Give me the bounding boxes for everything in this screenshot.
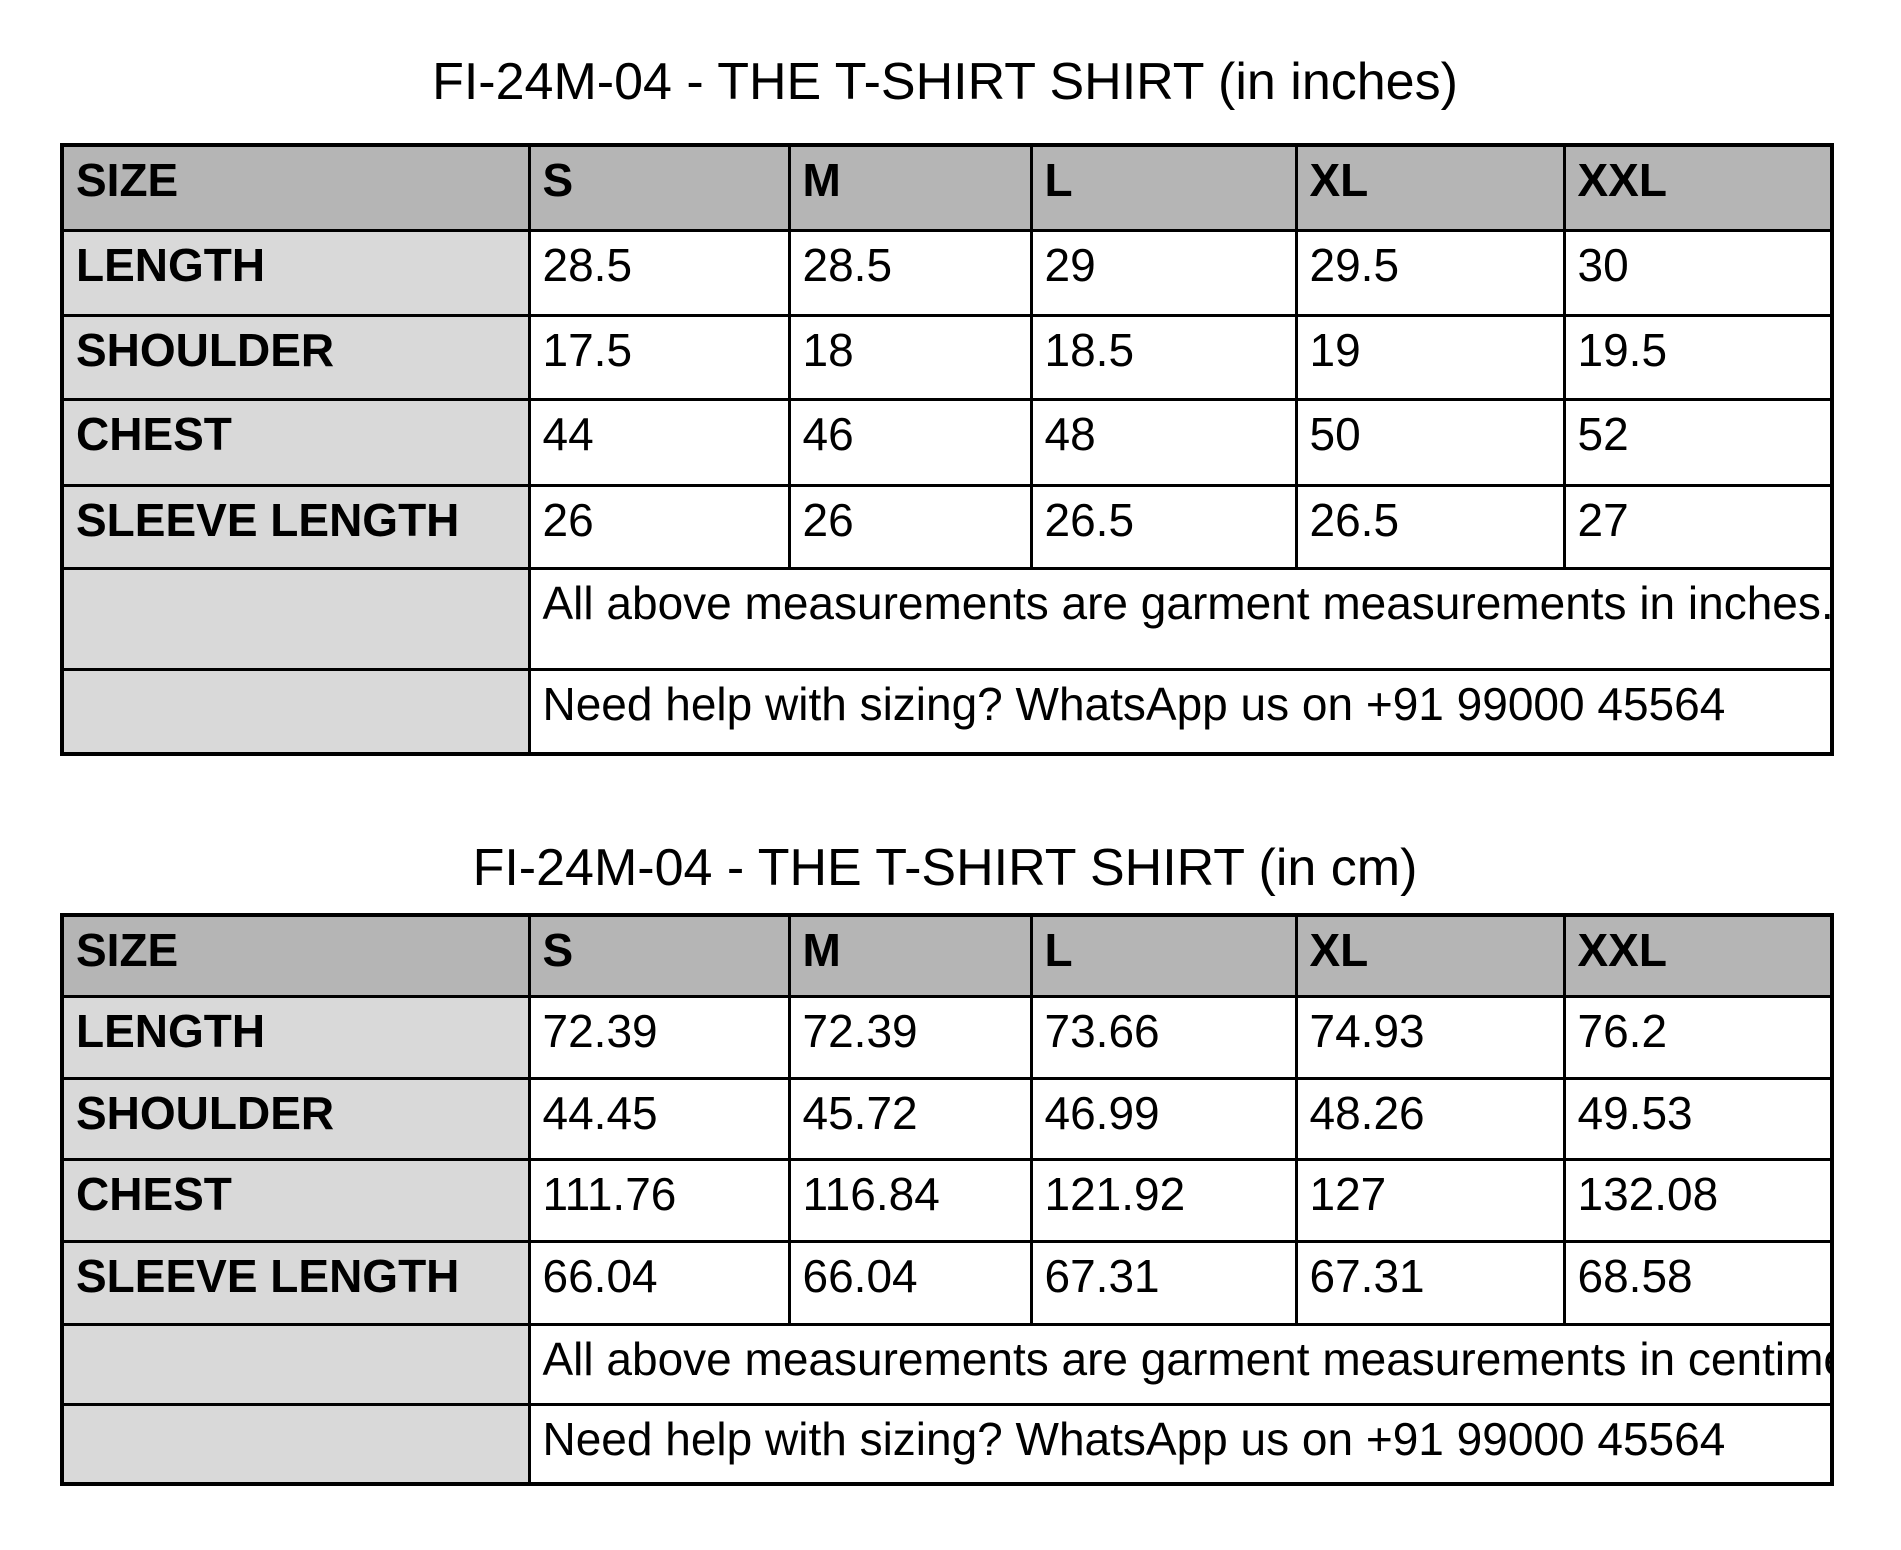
note-row-units: All above measurements are garment measu…	[60, 1322, 1834, 1406]
size-value: 28.5	[527, 228, 791, 317]
column-header-xl: XL	[1294, 143, 1566, 232]
size-value: 44	[527, 397, 791, 487]
size-value: 26.5	[1294, 483, 1566, 570]
table-title-cm: FI-24M-04 - THE T-SHIRT SHIRT (in cm)	[472, 839, 1418, 897]
column-header-size: SIZE	[60, 143, 531, 232]
size-value: 67.31	[1294, 1239, 1566, 1326]
size-value: 17.5	[527, 313, 791, 401]
table-row-length: LENGTH 72.39 72.39 73.66 74.93 76.2	[60, 994, 1834, 1080]
size-value: 74.93	[1294, 994, 1566, 1080]
note-row-units: All above measurements are garment measu…	[60, 566, 1834, 671]
column-header-xxl: XXL	[1562, 143, 1834, 232]
size-value: 116.84	[787, 1157, 1033, 1243]
sizing-help-note: Need help with sizing? WhatsApp us on +9…	[527, 1402, 1834, 1486]
header-row: SIZE S M L XL XXL	[60, 913, 1834, 998]
size-value: 73.66	[1029, 994, 1298, 1080]
header-row: SIZE S M L XL XXL	[60, 143, 1834, 232]
size-value: 46.99	[1029, 1076, 1298, 1161]
note-label-cell	[60, 566, 531, 671]
size-value: 18	[787, 313, 1033, 401]
size-value: 72.39	[527, 994, 791, 1080]
size-value: 26	[787, 483, 1033, 570]
size-table-cm: SIZE S M L XL XXL LENGTH 72.39 72.39 73.…	[60, 913, 1834, 1486]
size-value: 66.04	[787, 1239, 1033, 1326]
note-label-cell	[60, 1402, 531, 1486]
size-value: 48.26	[1294, 1076, 1566, 1161]
size-value: 28.5	[787, 228, 1033, 317]
size-value: 68.58	[1562, 1239, 1834, 1326]
note-label-cell	[60, 1322, 531, 1406]
size-value: 50	[1294, 397, 1566, 487]
row-label-shoulder: SHOULDER	[60, 1076, 531, 1161]
table-row-chest: CHEST 44 46 48 50 52	[60, 397, 1834, 487]
row-label-sleeve-length: SLEEVE LENGTH	[60, 1239, 531, 1326]
units-note: All above measurements are garment measu…	[527, 566, 1834, 671]
size-value: 48	[1029, 397, 1298, 487]
size-value: 26.5	[1029, 483, 1298, 570]
table-row-length: LENGTH 28.5 28.5 29 29.5 30	[60, 228, 1834, 317]
size-value: 52	[1562, 397, 1834, 487]
size-value: 26	[527, 483, 791, 570]
size-value: 72.39	[787, 994, 1033, 1080]
table-title-inches: FI-24M-04 - THE T-SHIRT SHIRT (in inches…	[432, 53, 1458, 111]
sizing-help-note: Need help with sizing? WhatsApp us on +9…	[527, 667, 1834, 756]
column-header-s: S	[527, 143, 791, 232]
column-header-m: M	[787, 913, 1033, 998]
column-header-xxl: XXL	[1562, 913, 1834, 998]
column-header-l: L	[1029, 913, 1298, 998]
note-row-help: Need help with sizing? WhatsApp us on +9…	[60, 1402, 1834, 1486]
size-value: 132.08	[1562, 1157, 1834, 1243]
column-header-m: M	[787, 143, 1033, 232]
size-value: 127	[1294, 1157, 1566, 1243]
size-value: 19.5	[1562, 313, 1834, 401]
table-row-sleeve-length: SLEEVE LENGTH 26 26 26.5 26.5 27	[60, 483, 1834, 570]
size-value: 30	[1562, 228, 1834, 317]
size-value: 49.53	[1562, 1076, 1834, 1161]
size-value: 46	[787, 397, 1033, 487]
size-value: 18.5	[1029, 313, 1298, 401]
row-label-sleeve-length: SLEEVE LENGTH	[60, 483, 531, 570]
size-value: 27	[1562, 483, 1834, 570]
row-label-length: LENGTH	[60, 994, 531, 1080]
column-header-size: SIZE	[60, 913, 531, 998]
size-table-inches: SIZE S M L XL XXL LENGTH 28.5 28.5 29 29…	[60, 143, 1834, 756]
size-value: 111.76	[527, 1157, 791, 1243]
size-value: 45.72	[787, 1076, 1033, 1161]
row-label-shoulder: SHOULDER	[60, 313, 531, 401]
column-header-l: L	[1029, 143, 1298, 232]
size-value: 19	[1294, 313, 1566, 401]
size-value: 76.2	[1562, 994, 1834, 1080]
table-row-sleeve-length: SLEEVE LENGTH 66.04 66.04 67.31 67.31 68…	[60, 1239, 1834, 1326]
table-row-shoulder: SHOULDER 44.45 45.72 46.99 48.26 49.53	[60, 1076, 1834, 1161]
table-row-shoulder: SHOULDER 17.5 18 18.5 19 19.5	[60, 313, 1834, 401]
column-header-s: S	[527, 913, 791, 998]
table-row-chest: CHEST 111.76 116.84 121.92 127 132.08	[60, 1157, 1834, 1243]
size-value: 66.04	[527, 1239, 791, 1326]
row-label-chest: CHEST	[60, 397, 531, 487]
units-note: All above measurements are garment measu…	[527, 1322, 1834, 1406]
column-header-xl: XL	[1294, 913, 1566, 998]
size-value: 29	[1029, 228, 1298, 317]
size-value: 29.5	[1294, 228, 1566, 317]
note-label-cell	[60, 667, 531, 756]
size-value: 121.92	[1029, 1157, 1298, 1243]
size-value: 44.45	[527, 1076, 791, 1161]
row-label-length: LENGTH	[60, 228, 531, 317]
size-value: 67.31	[1029, 1239, 1298, 1326]
note-row-help: Need help with sizing? WhatsApp us on +9…	[60, 667, 1834, 756]
row-label-chest: CHEST	[60, 1157, 531, 1243]
